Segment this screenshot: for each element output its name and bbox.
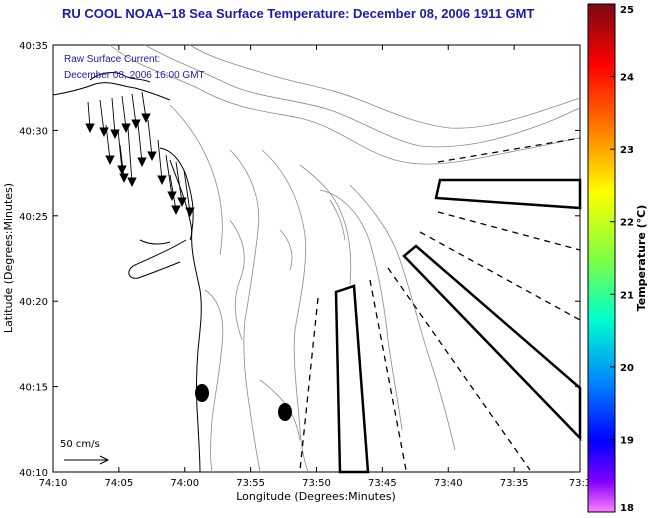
y-tick-label: 40:30 [19, 126, 48, 137]
scale-label: 50 cm/s [60, 439, 100, 450]
y-tick-label: 40:15 [19, 383, 48, 394]
y-tick-label: 40:35 [19, 41, 48, 52]
colorbar-tick-label: 19 [620, 435, 634, 446]
map-title: RU COOL NOAA−18 Sea Surface Temperature:… [62, 6, 535, 21]
colorbar-tick-label: 24 [620, 73, 634, 84]
y-tick-label: 40:25 [19, 212, 48, 223]
x-tick-label: 73:45 [368, 478, 397, 489]
x-tick-label: 73:55 [236, 478, 265, 489]
coastline [52, 72, 202, 473]
plot-frame [52, 44, 581, 473]
x-axis-label: Longitude (Degrees:Minutes) [236, 490, 396, 503]
colorbar-tick-label: 22 [620, 218, 634, 229]
station-marker [278, 403, 292, 421]
x-tick-label: 74:05 [104, 478, 133, 489]
y-tick-label: 40:20 [19, 297, 48, 308]
colorbar-ticks: 25 24 23 22 21 20 19 18 [610, 3, 634, 514]
surface-current-vectors [85, 91, 195, 218]
colorbar-tick-label: 21 [620, 290, 634, 301]
colorbar [587, 3, 616, 513]
station-marker [195, 384, 209, 402]
colorbar-tick-label: 18 [620, 503, 634, 514]
x-tick-label: 74:10 [39, 478, 68, 489]
bathymetry-contours [109, 44, 581, 473]
scale-arrow [64, 455, 110, 465]
sampling-polygons [334, 178, 582, 474]
x-tick-label: 73:3 [569, 478, 591, 489]
x-tick-label: 74:00 [170, 478, 199, 489]
x-axis-ticks: 74:10 74:05 74:00 73:55 73:50 73:45 73:40 73:35… [39, 45, 591, 489]
y-tick-label: 40:10 [19, 468, 48, 479]
annotation-line-1: Raw Surface Current: [64, 54, 160, 65]
y-axis-label: Latitude (Degrees:Minutes) [2, 183, 15, 333]
x-tick-label: 73:40 [434, 478, 463, 489]
colorbar-tick-label: 20 [620, 363, 634, 374]
y-axis-ticks: 40:10 40:15 40:20 40:25 40:30 40:35 [19, 41, 580, 479]
x-tick-label: 73:50 [302, 478, 331, 489]
annotation-line-2: December 08, 2006 16:00 GMT [64, 70, 205, 81]
colorbar-tick-label: 23 [620, 145, 634, 156]
x-tick-label: 73:35 [500, 478, 529, 489]
colorbar-tick-label: 25 [620, 5, 634, 16]
colorbar-label: Temperature (°C) [635, 205, 648, 312]
dashed-sector-lines [299, 137, 581, 471]
